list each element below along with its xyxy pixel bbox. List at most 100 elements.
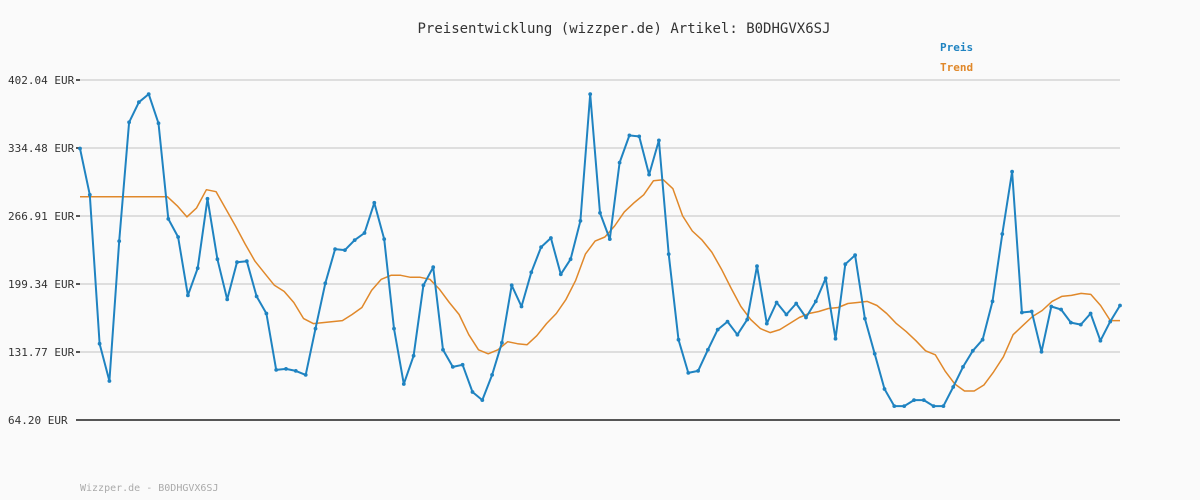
preis-point <box>97 341 102 346</box>
preis-point <box>107 379 112 383</box>
preis-point <box>195 266 200 271</box>
preis-point <box>637 134 642 139</box>
preis-point <box>313 326 318 331</box>
preis-point <box>961 365 965 369</box>
preis-point <box>735 332 740 337</box>
preis-point <box>686 371 691 375</box>
preis-point <box>666 252 671 256</box>
preis-point <box>794 301 799 306</box>
preis-point <box>284 367 288 371</box>
preis-point <box>853 253 857 258</box>
preis-point <box>1118 303 1122 308</box>
y-tick-label: 266.91 EUR <box>8 210 75 223</box>
preis-point <box>715 327 720 332</box>
grid-lines <box>80 79 1120 353</box>
preis-point <box>882 387 887 391</box>
preis-point <box>1059 307 1063 312</box>
preis-point <box>146 92 151 96</box>
preis-point <box>78 146 82 151</box>
preis-point <box>1000 232 1005 236</box>
preis-point <box>215 257 220 262</box>
preis-point <box>254 294 259 299</box>
preis-line <box>79 93 1121 408</box>
preis-point <box>529 270 534 275</box>
preis-point <box>970 348 975 353</box>
preis-point <box>647 172 651 177</box>
preis-point <box>588 92 593 96</box>
preis-point <box>1039 349 1044 354</box>
preis-point <box>558 272 563 277</box>
preis-point <box>941 404 946 408</box>
preis-point <box>1020 310 1024 315</box>
preis-point <box>87 192 92 197</box>
preis-point <box>598 211 602 215</box>
preis-point <box>421 283 426 288</box>
preis-point <box>764 321 769 326</box>
preis-point <box>843 262 848 267</box>
preis-point <box>863 316 867 321</box>
y-tick-label: 199.34 EUR <box>8 278 75 291</box>
preis-point <box>1098 338 1103 343</box>
preis-point <box>755 264 759 269</box>
preis-point <box>1108 319 1113 324</box>
preis-point <box>441 347 445 352</box>
preis-point <box>352 238 357 243</box>
trend-line <box>80 178 1120 392</box>
preis-point <box>490 373 494 377</box>
chart-title: Preisentwicklung (wizzper.de) Artikel: B… <box>417 21 830 37</box>
preis-point <box>951 385 956 389</box>
y-tick-label: 131.77 EUR <box>8 346 75 359</box>
preis-point <box>617 160 622 165</box>
preis-point <box>539 245 543 250</box>
y-tick-label: 402.04 EUR <box>8 74 75 87</box>
preis-point <box>804 315 808 320</box>
preis-point <box>892 404 897 408</box>
preis-point <box>607 237 612 242</box>
preis-point <box>980 337 985 342</box>
preis-point <box>1088 311 1093 316</box>
preis-point <box>343 248 347 253</box>
preis-point <box>1029 309 1034 314</box>
preis-point <box>696 369 700 373</box>
preis-point <box>627 133 632 138</box>
preis-point <box>293 369 298 373</box>
preis-point <box>303 373 308 377</box>
preis-point <box>1078 322 1083 327</box>
y-tick-label: 334.48 EUR <box>8 142 75 155</box>
preis-point <box>578 219 583 223</box>
preis-point <box>127 120 131 125</box>
preis-point <box>480 398 485 402</box>
y-tick-label: 64.20 EUR <box>8 414 68 427</box>
trend-series <box>80 178 1120 392</box>
preis-point <box>676 337 681 342</box>
preis-point <box>725 319 730 324</box>
preis-point <box>823 276 828 281</box>
preis-point <box>333 247 337 252</box>
preis-point <box>745 317 750 322</box>
preis-point <box>431 265 436 270</box>
preis-point <box>411 353 416 358</box>
preis-point <box>500 340 504 345</box>
preis-point <box>460 362 465 367</box>
preis-point <box>264 311 269 316</box>
legend-preis: Preis <box>940 41 973 54</box>
preis-point <box>137 100 141 105</box>
legend-trend: Trend <box>940 61 973 74</box>
price-series <box>78 92 1122 408</box>
preis-point <box>1069 320 1073 325</box>
preis-point <box>401 382 406 386</box>
preis-point <box>382 237 387 242</box>
preis-point <box>902 404 907 408</box>
preis-point <box>450 365 455 369</box>
preis-point <box>156 121 161 126</box>
preis-point <box>912 398 916 402</box>
y-axis-ticks: 402.04 EUR 334.48 EUR 266.91 EUR 199.34 EUR… <box>8 74 80 427</box>
preis-point <box>1049 304 1054 309</box>
preis-point <box>706 347 710 352</box>
preis-point <box>166 217 171 221</box>
preis-point <box>176 235 181 239</box>
preis-point <box>774 300 779 305</box>
footer-text: Wizzper.de - B0DHGVX6SJ <box>80 483 218 494</box>
preis-point <box>205 196 210 201</box>
